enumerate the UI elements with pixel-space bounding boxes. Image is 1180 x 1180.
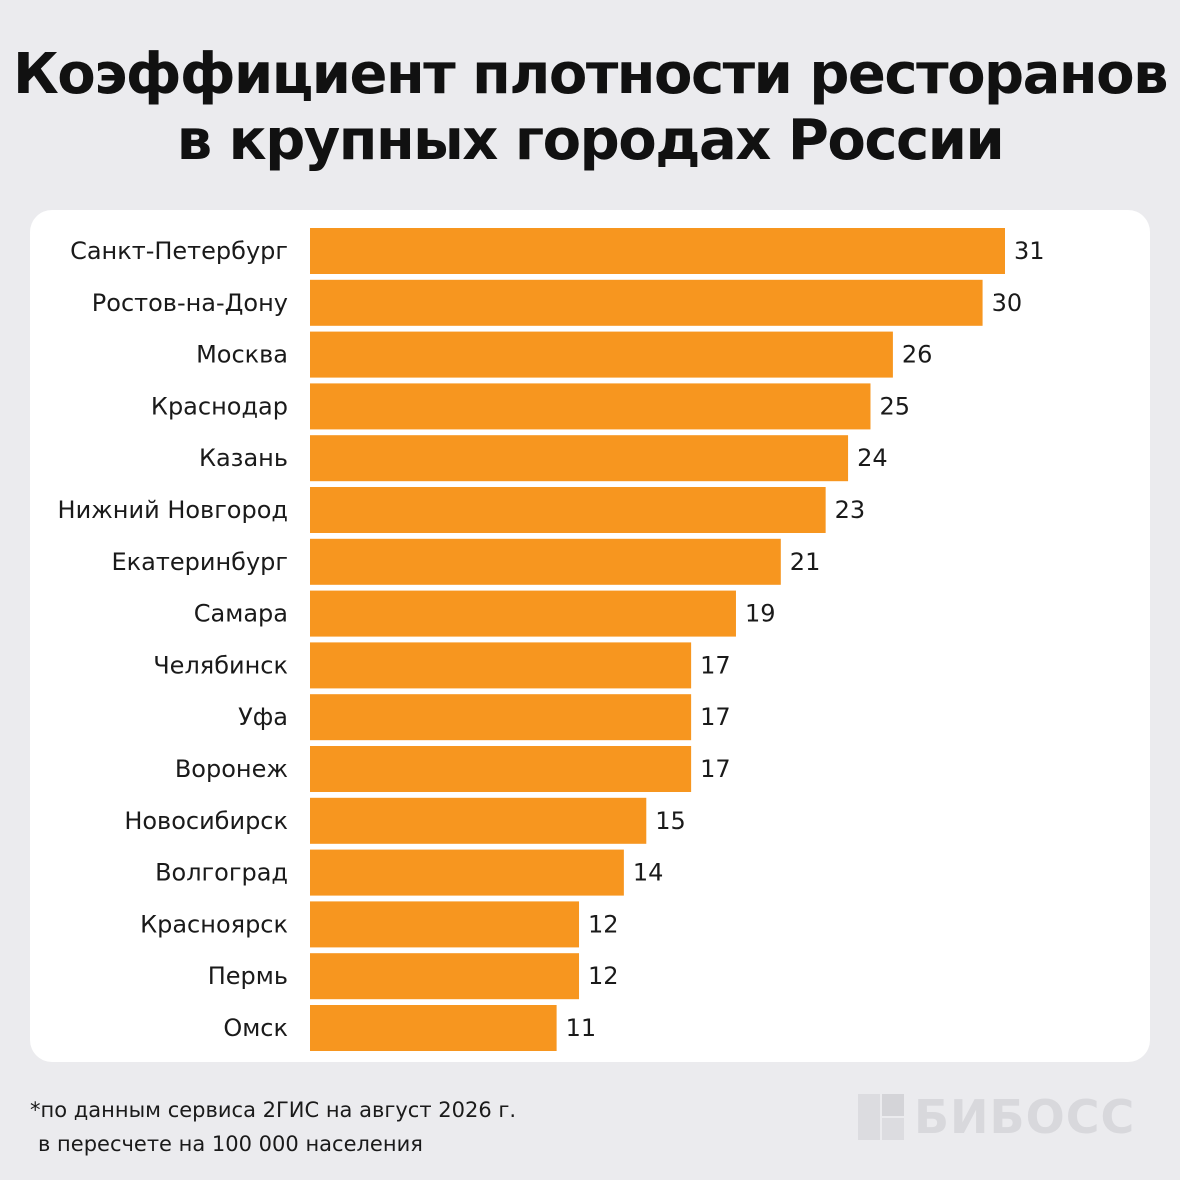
bar [310, 797, 647, 844]
value-label: 15 [655, 807, 686, 835]
bar [310, 331, 893, 378]
value-label: 17 [700, 651, 731, 679]
bar [310, 953, 580, 1000]
category-label: Москва [196, 341, 288, 369]
category-label: Новосибирск [124, 807, 288, 835]
category-label: Красноярск [140, 910, 288, 938]
category-label: Волгоград [155, 859, 288, 887]
value-label: 17 [700, 755, 731, 783]
footnote: *по данным сервиса 2ГИС на август 2026 г… [30, 1093, 516, 1161]
value-label: 24 [857, 444, 888, 472]
value-label: 23 [835, 496, 866, 524]
bar [310, 849, 624, 896]
chart-title: Коэффициент плотности ресторанов в крупн… [0, 42, 1180, 174]
value-label: 25 [879, 392, 910, 420]
value-label: 21 [790, 548, 821, 576]
bar [310, 487, 826, 533]
footnote-unit: в пересчете на 100 000 населения [38, 1132, 423, 1156]
footnote-source: *по данным сервиса 2ГИС на август 2026 г… [30, 1098, 517, 1122]
category-label: Челябинск [153, 651, 288, 679]
category-label: Екатеринбург [112, 548, 288, 576]
category-label: Омск [223, 1014, 288, 1042]
chart-card: Санкт-Петербург 31 Ростов-на-Дону 30 Москва 2… [30, 210, 1150, 1062]
bar [310, 694, 692, 741]
value-label: 14 [633, 859, 664, 887]
value-label: 17 [700, 703, 731, 731]
category-label: Санкт-Петербург [70, 237, 288, 265]
category-label: Самара [194, 600, 288, 628]
bar [310, 228, 1005, 274]
category-label: Ростов-на-Дону [92, 289, 288, 317]
bar [310, 383, 871, 430]
title-line-1: Коэффициент плотности ресторанов [12, 42, 1169, 107]
category-label: Краснодар [151, 392, 288, 420]
value-label: 30 [992, 289, 1023, 317]
brand-name: БИБОСС [914, 1090, 1136, 1144]
value-label: 31 [1014, 237, 1045, 265]
value-label: 11 [566, 1014, 597, 1042]
category-label: Воронеж [175, 755, 288, 783]
category-label: Пермь [208, 962, 288, 990]
bar [310, 538, 781, 585]
bar [310, 279, 983, 326]
brand-watermark: БИБОСС [858, 1090, 1135, 1144]
value-label: 26 [902, 341, 933, 369]
bar [310, 590, 736, 637]
title-line-2: в крупных городах России [176, 108, 1005, 173]
value-label: 12 [588, 962, 619, 990]
value-label: 19 [745, 600, 776, 628]
value-label: 12 [588, 910, 619, 938]
bar [310, 642, 692, 689]
bar-chart: Санкт-Петербург 31 Ростов-на-Дону 30 Москва 2… [58, 228, 1045, 1051]
category-label: Нижний Новгород [58, 496, 288, 524]
bar [310, 746, 692, 792]
bar [310, 435, 849, 482]
brand-logo-icon [858, 1094, 904, 1140]
category-label: Уфа [238, 703, 288, 731]
bar [310, 1005, 557, 1051]
bar [310, 901, 580, 948]
category-label: Казань [199, 444, 288, 472]
